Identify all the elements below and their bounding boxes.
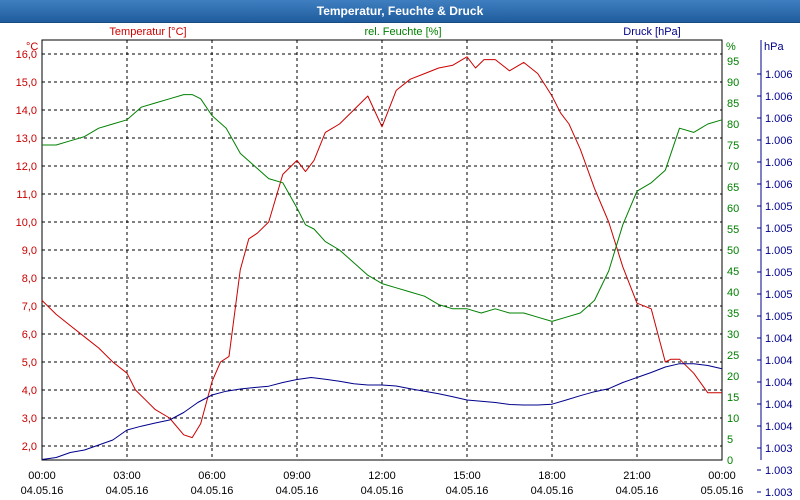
- humidity-tick-label: 15: [727, 392, 739, 404]
- x-tick-date: 04.05.16: [276, 485, 319, 497]
- humidity-unit-label: %: [726, 41, 736, 53]
- temperature-tick-label: 6,0: [22, 329, 37, 341]
- x-tick-time: 03:00: [113, 470, 141, 482]
- humidity-tick-label: 5: [727, 434, 733, 446]
- humidity-tick-label: 40: [727, 287, 739, 299]
- x-tick-time: 21:00: [623, 470, 651, 482]
- humidity-tick-label: 25: [727, 350, 739, 362]
- x-tick-date: 04.05.16: [616, 485, 659, 497]
- humidity-tick-label: 10: [727, 413, 739, 425]
- humidity-tick-label: 35: [727, 308, 739, 320]
- humidity-tick-label: 80: [727, 119, 739, 131]
- pressure-tick-label: 1.004: [765, 421, 793, 433]
- humidity-tick-label: 50: [727, 245, 739, 257]
- x-tick-date: 04.05.16: [21, 485, 64, 497]
- x-tick-time: 18:00: [538, 470, 566, 482]
- pressure-tick-label: 1.003: [765, 443, 793, 455]
- humidity-tick-label: 65: [727, 182, 739, 194]
- temperature-tick-label: 7,0: [22, 301, 37, 313]
- humidity-tick-label: 30: [727, 329, 739, 341]
- pressure-tick-label: 1.005: [765, 311, 793, 323]
- temperature-tick-label: 11,0: [16, 189, 37, 201]
- pressure-tick-label: 1.006: [765, 113, 793, 125]
- humidity-tick-label: 70: [727, 161, 739, 173]
- humidity-tick-label: 60: [727, 203, 739, 215]
- x-tick-time: 06:00: [198, 470, 226, 482]
- pressure-tick-label: 1.006: [765, 179, 793, 191]
- pressure-tick-label: 1.005: [765, 289, 793, 301]
- humidity-axis-title: rel. Feuchte [%]: [364, 26, 441, 38]
- pressure-tick-label: 1.005: [765, 245, 793, 257]
- x-tick-date: 05.05.16: [701, 485, 744, 497]
- pressure-axis-title: Druck [hPa]: [623, 26, 680, 38]
- pressure-tick-label: 1.004: [765, 377, 793, 389]
- x-tick-date: 04.05.16: [446, 485, 489, 497]
- temperature-tick-label: 10,0: [16, 217, 37, 229]
- pressure-tick-label: 1.006: [765, 157, 793, 169]
- chart: 00:00 04.05.16 03:00 04.05.16 06:00 04.05.16 0…: [0, 0, 800, 500]
- pressure-tick-label: 1.006: [765, 69, 793, 81]
- temperature-unit-label: °C: [26, 41, 38, 53]
- tick-labels: 00:00 04.05.16 03:00 04.05.16 06:00 04.05.16 0…: [16, 49, 793, 499]
- temperature-tick-label: 12,0: [16, 161, 37, 173]
- x-tick-time: 09:00: [283, 470, 311, 482]
- temperature-axis-title: Temperatur [°C]: [109, 26, 186, 38]
- temperature-tick-label: 13,0: [16, 133, 37, 145]
- pressure-unit-label: hPa: [764, 41, 784, 53]
- pressure-tick-label: 1.004: [765, 333, 793, 345]
- temperature-tick-label: 2,0: [22, 441, 37, 453]
- humidity-tick-label: 95: [727, 56, 739, 68]
- pressure-tick-label: 1.006: [765, 135, 793, 147]
- temperature-tick-label: 8,0: [22, 273, 37, 285]
- x-tick-date: 04.05.16: [191, 485, 234, 497]
- temperature-tick-label: 5,0: [22, 357, 37, 369]
- temperature-tick-label: 4,0: [22, 385, 37, 397]
- x-tick-time: 15:00: [453, 470, 481, 482]
- x-tick-time: 12:00: [368, 470, 396, 482]
- humidity-tick-label: 20: [727, 371, 739, 383]
- temperature-tick-label: 9,0: [22, 245, 37, 257]
- pressure-tick-label: 1.004: [765, 399, 793, 411]
- x-tick-time: 00:00: [708, 470, 736, 482]
- humidity-tick-label: 90: [727, 77, 739, 89]
- humidity-tick-label: 55: [727, 224, 739, 236]
- pressure-tick-label: 1.003: [765, 465, 793, 477]
- grid: [42, 40, 722, 460]
- temperature-tick-label: 3,0: [22, 413, 37, 425]
- temperature-tick-label: 15,0: [16, 77, 37, 89]
- humidity-tick-label: 75: [727, 140, 739, 152]
- humidity-tick-label: 0: [727, 455, 733, 467]
- pressure-tick-label: 1.004: [765, 355, 793, 367]
- pressure-tick-label: 1.005: [765, 223, 793, 235]
- x-tick-date: 04.05.16: [531, 485, 574, 497]
- temperature-tick-label: 14,0: [16, 105, 37, 117]
- x-tick-date: 04.05.16: [361, 485, 404, 497]
- humidity-tick-label: 85: [727, 98, 739, 110]
- pressure-tick-label: 1.006: [765, 91, 793, 103]
- x-tick-time: 00:00: [28, 470, 56, 482]
- x-tick-date: 04.05.16: [106, 485, 149, 497]
- pressure-tick-label: 1.005: [765, 201, 793, 213]
- pressure-tick-label: 1.003: [765, 487, 793, 499]
- pressure-tick-label: 1.005: [765, 267, 793, 279]
- humidity-tick-label: 45: [727, 266, 739, 278]
